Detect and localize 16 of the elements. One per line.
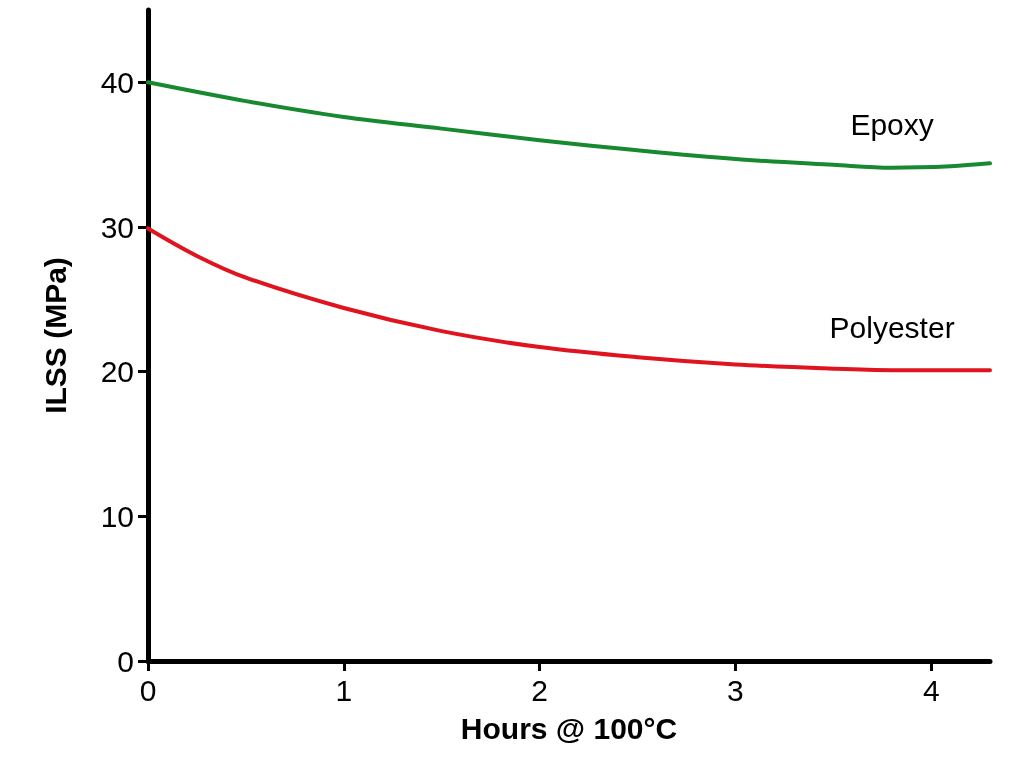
line-series	[146, 226, 992, 373]
line-series	[146, 80, 992, 170]
series-label: Epoxy	[850, 108, 934, 142]
y-tick-label: 20	[100, 355, 134, 389]
y-tick-label: 30	[100, 210, 134, 244]
y-tick-label: 0	[117, 644, 134, 678]
x-tick-label: 0	[139, 673, 157, 707]
x-tick-label: 2	[531, 673, 548, 707]
series-label: Polyester	[829, 310, 955, 344]
x-tick-label: 4	[922, 673, 940, 707]
x-axis-title: Hours @ 100°C	[460, 711, 678, 745]
x-tick-label: 1	[335, 673, 353, 707]
y-axis-title: ILSS (MPa)	[38, 257, 72, 414]
y-tick-label: 40	[100, 65, 134, 99]
y-tick-label: 10	[100, 499, 134, 533]
x-tick-label: 3	[727, 673, 744, 707]
